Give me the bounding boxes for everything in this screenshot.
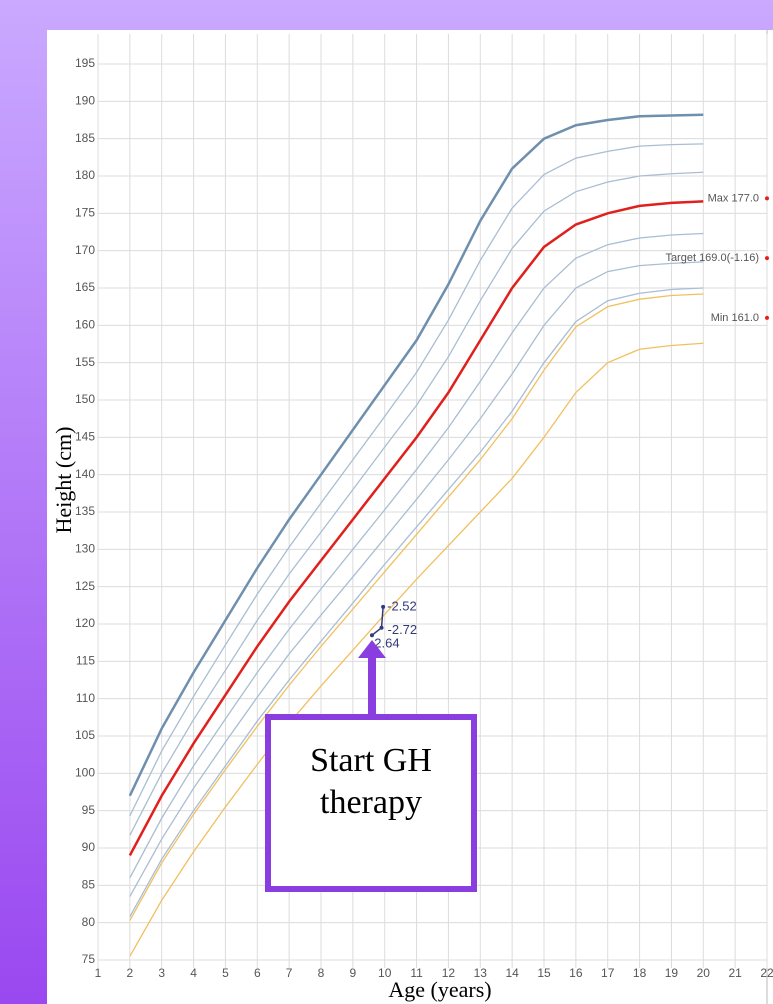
x-tick-label: 16 xyxy=(569,966,583,980)
x-tick-label: 2 xyxy=(127,966,134,980)
y-tick-label: 170 xyxy=(75,243,95,257)
patient-point xyxy=(381,604,386,609)
y-tick-label: 90 xyxy=(82,840,96,854)
y-tick-label: 190 xyxy=(75,94,95,108)
growth-curve xyxy=(129,232,704,879)
x-tick-label: 9 xyxy=(350,966,357,980)
growth-curve xyxy=(129,261,704,897)
y-tick-label: 135 xyxy=(75,504,95,518)
growth-curve xyxy=(128,113,704,797)
y-tick-label: 185 xyxy=(75,131,95,145)
y-tick-label: 150 xyxy=(75,392,95,406)
y-tick-label: 110 xyxy=(76,691,95,705)
patient-point xyxy=(369,633,374,638)
y-axis-label: Height (cm) xyxy=(51,427,76,534)
x-tick-label: 14 xyxy=(505,966,519,980)
x-tick-label: 15 xyxy=(537,966,551,980)
y-tick-label: 165 xyxy=(75,280,95,294)
y-tick-label: 180 xyxy=(75,168,95,182)
y-tick-label: 155 xyxy=(75,355,95,369)
y-tick-label: 95 xyxy=(82,803,96,817)
y-tick-label: 115 xyxy=(76,654,95,668)
x-tick-label: 1 xyxy=(95,966,102,980)
x-tick-label: 10 xyxy=(378,966,392,980)
y-tick-label: 120 xyxy=(75,616,95,630)
y-tick-label: 130 xyxy=(75,542,95,556)
growth-curve xyxy=(129,287,704,918)
growth-curve xyxy=(129,143,704,817)
callout-text: Start GH xyxy=(310,742,432,779)
target-marker xyxy=(765,256,769,261)
target-marker xyxy=(765,315,769,320)
growth-curve xyxy=(129,171,704,836)
growth-curve xyxy=(129,293,704,921)
x-tick-label: 3 xyxy=(158,966,165,980)
patient-label: -2.52 xyxy=(387,598,417,613)
target-label: Min 161.0 xyxy=(711,312,759,324)
y-tick-label: 175 xyxy=(75,206,95,220)
target-marker xyxy=(765,196,769,201)
x-tick-label: 22 xyxy=(760,966,773,980)
patient-label: -2.64 xyxy=(370,636,400,651)
y-tick-label: 195 xyxy=(75,56,95,70)
x-tick-label: 21 xyxy=(728,966,742,980)
y-tick-label: 140 xyxy=(75,467,95,481)
arrow-head xyxy=(358,640,386,658)
x-tick-label: 11 xyxy=(410,966,423,980)
target-label: Target 169.0(-1.16) xyxy=(665,252,759,264)
y-tick-label: 105 xyxy=(75,728,95,742)
x-tick-label: 12 xyxy=(442,966,456,980)
patient-label: -2.72 xyxy=(388,622,418,637)
x-tick-label: 8 xyxy=(318,966,325,980)
y-tick-label: 75 xyxy=(82,952,96,966)
x-tick-label: 7 xyxy=(286,966,293,980)
patient-point xyxy=(379,625,384,630)
y-tick-label: 85 xyxy=(82,878,96,892)
y-tick-label: 100 xyxy=(75,766,95,780)
x-tick-label: 17 xyxy=(601,966,615,980)
callout-box xyxy=(265,714,477,892)
x-tick-label: 5 xyxy=(222,966,229,980)
y-tick-label: 145 xyxy=(75,430,95,444)
x-tick-label: 18 xyxy=(633,966,647,980)
growth-curve xyxy=(128,200,704,857)
growth-curve xyxy=(129,342,704,957)
callout-text: therapy xyxy=(320,784,422,821)
x-tick-label: 20 xyxy=(697,966,711,980)
x-tick-label: 19 xyxy=(665,966,679,980)
y-tick-label: 160 xyxy=(75,318,95,332)
x-tick-label: 6 xyxy=(254,966,261,980)
y-tick-label: 125 xyxy=(75,579,95,593)
x-tick-label: 4 xyxy=(190,966,197,980)
x-tick-label: 13 xyxy=(474,966,488,980)
x-axis-label: Age (years) xyxy=(388,977,491,1002)
y-tick-label: 80 xyxy=(82,915,96,929)
target-label: Max 177.0 xyxy=(708,192,759,204)
